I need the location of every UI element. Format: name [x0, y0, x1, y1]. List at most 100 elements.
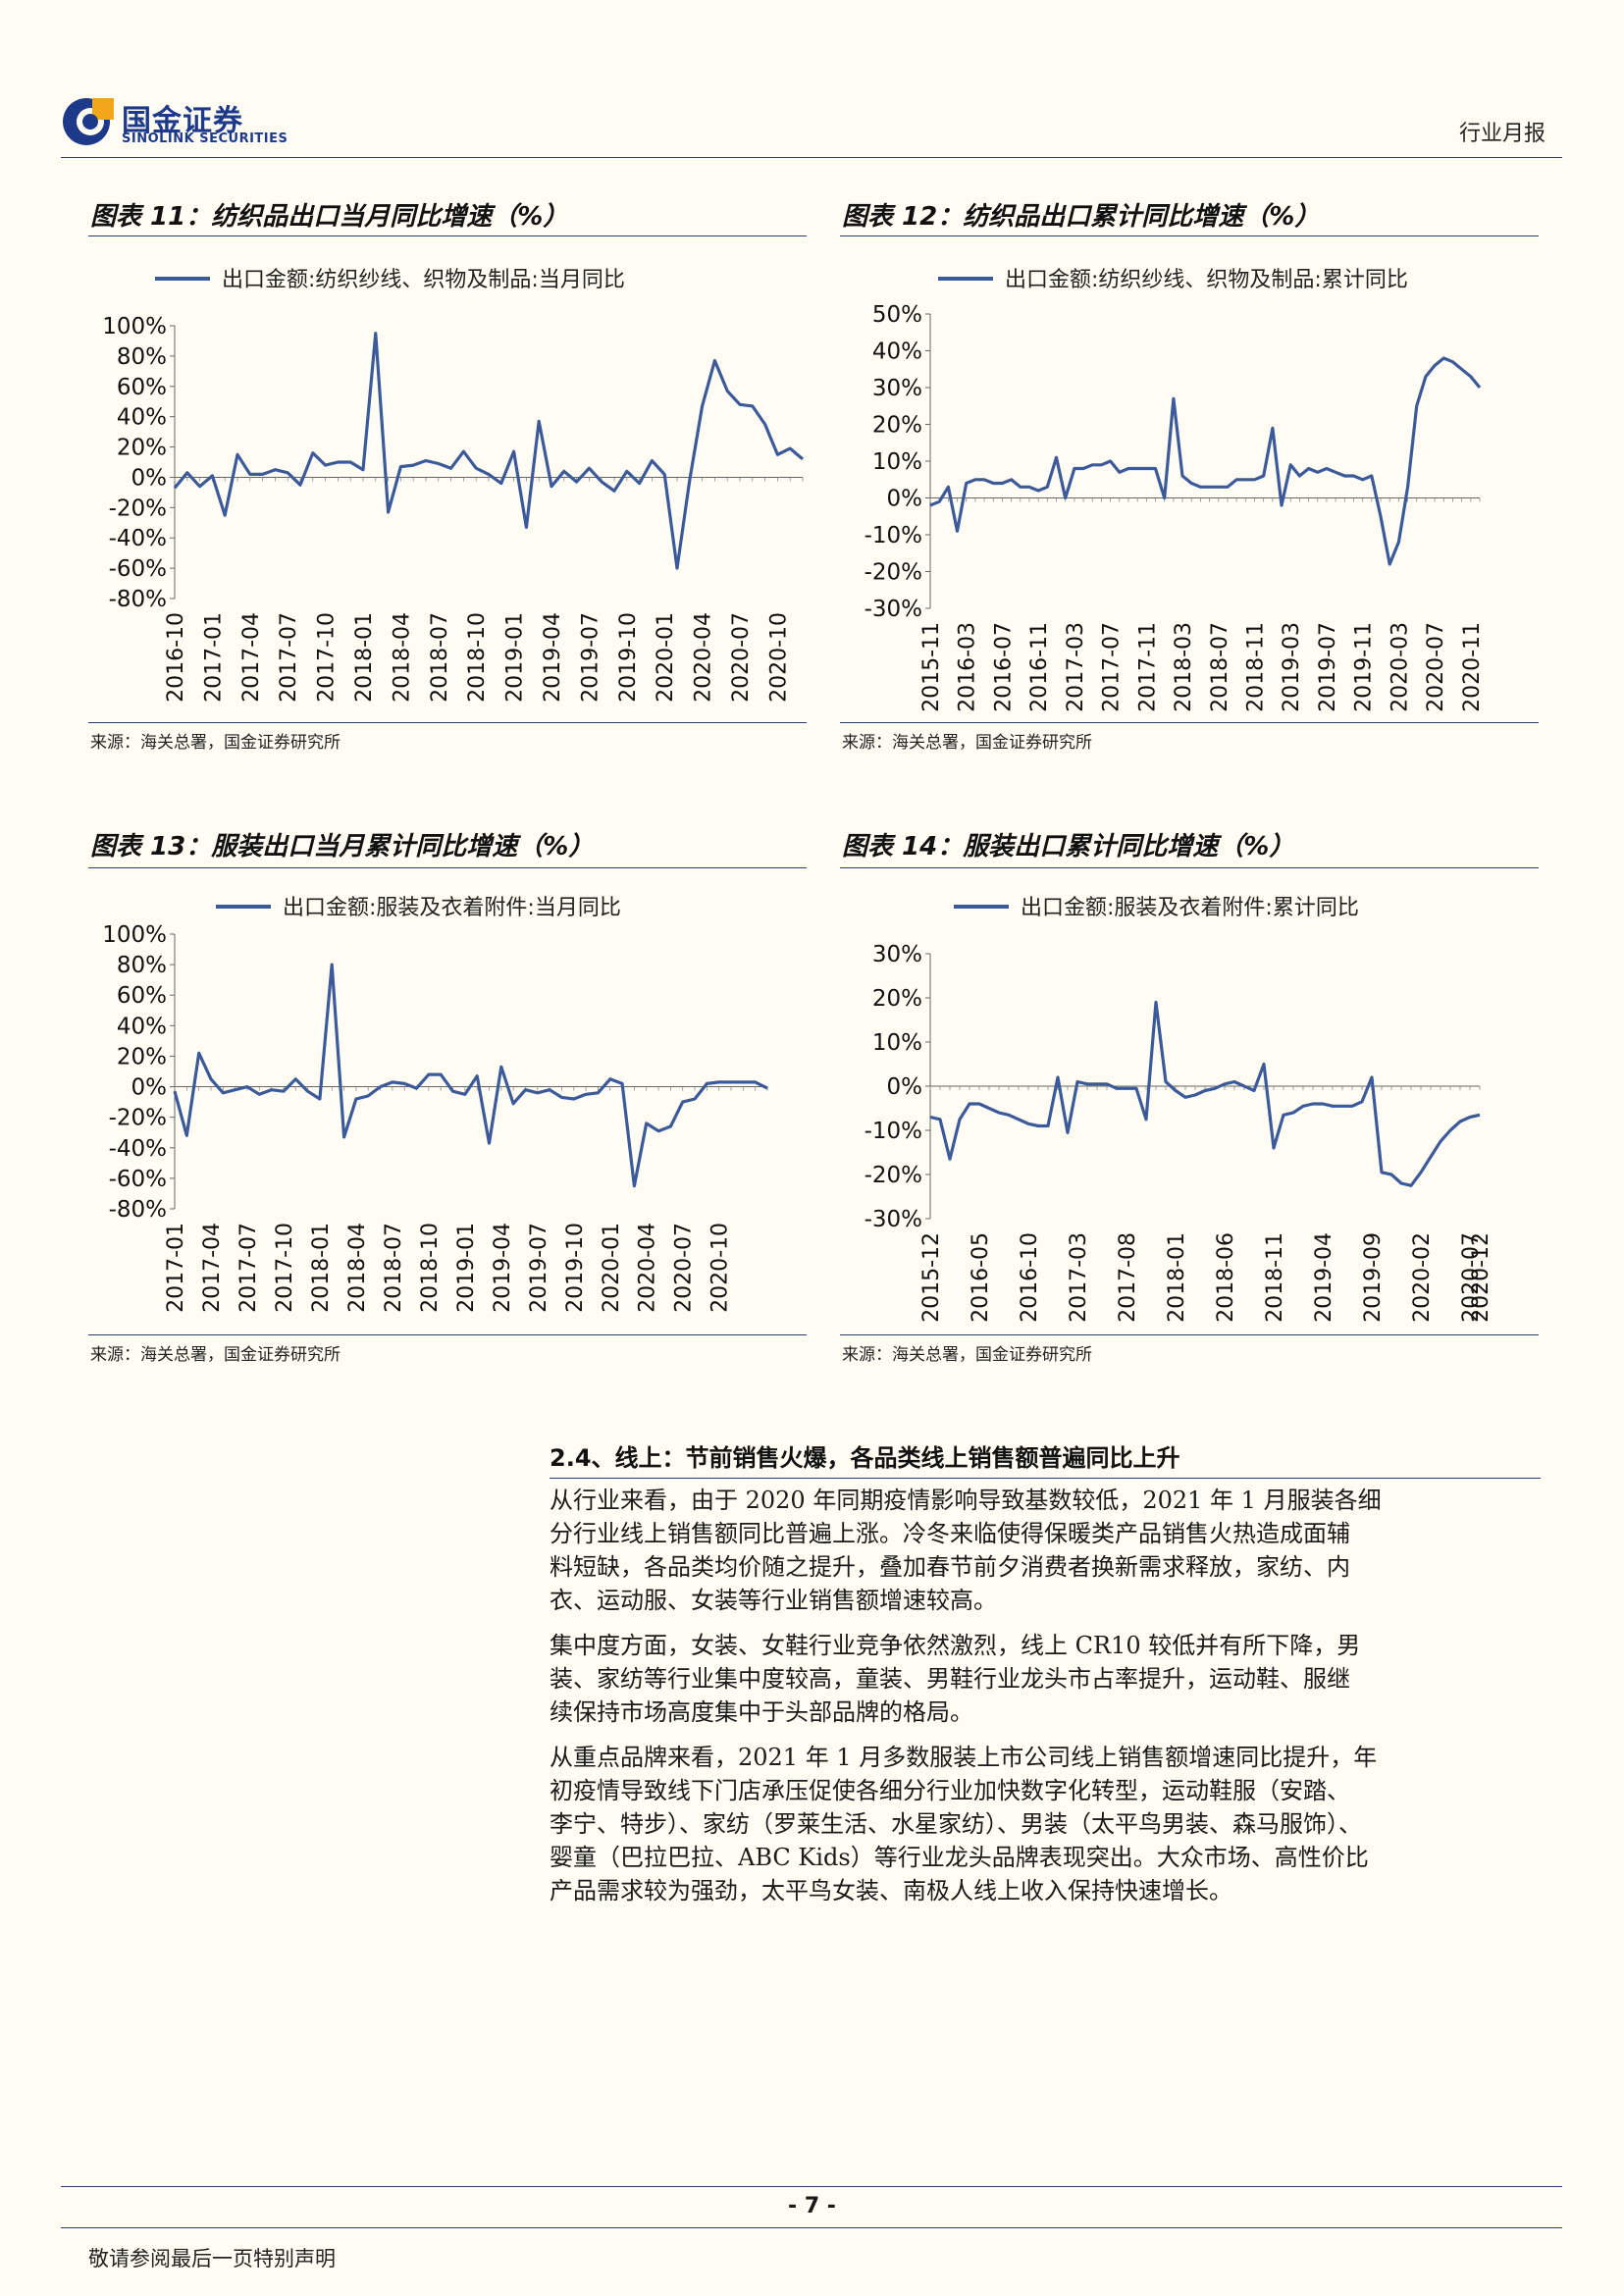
x-tick-label: 2020-02 — [1410, 1232, 1435, 1323]
y-tick-label: 0% — [131, 1075, 168, 1101]
x-tick-label: 2015-12 — [919, 1232, 944, 1323]
paragraph-1: 从行业来看，由于 2020 年同期疫情影响导致基数较低，2021 年 1 月服装… — [550, 1484, 1541, 1617]
x-tick-label: 2018-07 — [382, 1223, 406, 1313]
x-tick-label: 2020-10 — [708, 1223, 733, 1313]
x-tick-label: 2019-04 — [1312, 1232, 1336, 1323]
figure-13-title: 图表 13：服装出口当月累计同比增速（%） — [90, 832, 595, 861]
y-tick-label: 40% — [117, 1014, 167, 1039]
x-tick-label: 2019-07 — [578, 612, 602, 703]
x-tick-label: 2020-07 — [1459, 1232, 1484, 1323]
x-tick-label: 2016-10 — [1018, 1232, 1042, 1323]
y-tick-label: -10% — [864, 523, 922, 548]
y-tick-label: 20% — [872, 986, 922, 1012]
y-tick-label: 40% — [117, 405, 167, 431]
y-tick-label: 0% — [131, 465, 168, 491]
paragraph-line: 装、家纺等行业集中度较高，童装、男鞋行业龙头市占率提升，运动鞋、服继 — [550, 1665, 1350, 1693]
paragraph-line: 料短缺，各品类均价随之提升，叠加春节前夕消费者换新需求释放，家纺、内 — [550, 1553, 1350, 1581]
figure-12-bottom-rule — [840, 722, 1539, 723]
series-line — [173, 963, 768, 1188]
chart-svg: 出口金额:纺织纱线、织物及制品:当月同比 100% 80% 60% 40% 20% 0% -2… — [102, 268, 805, 703]
figure-11-bottom-rule — [88, 722, 807, 723]
x-tick-label: 2017-07 — [1100, 622, 1125, 712]
x-tick-label: 2017-11 — [1135, 622, 1160, 712]
x-tick-label: 2019-01 — [503, 612, 528, 703]
figure-12-title: 图表 12：纺织品出口累计同比增速（%） — [842, 202, 1321, 232]
paragraph-line: 初疫情导致线下门店承压促使各细分行业加快数字化转型，运动鞋服（安踏、 — [550, 1777, 1350, 1804]
y-tick-label: 20% — [872, 413, 922, 439]
footer-disclaimer: 敬请参阅最后一页特别声明 — [88, 2247, 336, 2270]
x-tick-label: 2016-11 — [1027, 622, 1052, 712]
y-tick-label: -40% — [109, 1136, 167, 1162]
logo-text-cn: 国金证券 — [122, 104, 243, 138]
y-tick-label: 60% — [117, 375, 167, 400]
x-tick-label: 2020-11 — [1460, 622, 1485, 712]
x-tick-label: 2018-01 — [309, 1223, 334, 1313]
y-tick-label: -30% — [864, 597, 922, 622]
chart-svg: 出口金额:服装及衣着附件:当月同比 100% 80% 60% 40% 20% 0% -20% -… — [102, 896, 768, 1313]
figure-14-title-rule — [840, 867, 1539, 868]
chart-svg: 出口金额:服装及衣着附件:累计同比 30% 20% 10% 0% -10% -20% -30%… — [864, 896, 1493, 1323]
figure-13-chart: 出口金额:服装及衣着附件:当月同比 100% 80% 60% 40% 20% 0% -20% -… — [88, 875, 814, 1327]
paragraph-line: 婴童（巴拉巴拉、ABC Kids）等行业龙头品牌表现突出。大众市场、高性价比 — [550, 1844, 1369, 1871]
x-tick-label: 2019-09 — [1361, 1232, 1386, 1323]
y-tick-label: 30% — [872, 942, 922, 967]
x-tick-label: 2018-04 — [345, 1223, 370, 1313]
x-tick-label: 2020-07 — [1424, 622, 1448, 712]
y-tick-label: 60% — [117, 983, 167, 1009]
paragraph-line: 分行业线上销售额同比普遍上涨。冷冬来临使得保暖类产品销售火热造成面辅 — [550, 1520, 1350, 1547]
paragraph-line: 从重点品牌来看，2021 年 1 月多数服装上市公司线上销售额增速同比提升，年 — [550, 1744, 1378, 1771]
x-tick-label: 2017-10 — [315, 612, 340, 703]
figure-12-chart: 出口金额:纺织纱线、织物及制品:累计同比 50% 40% 30% 20% 10% 0% -10… — [840, 243, 1539, 714]
figure-14-source: 来源：海关总署，国金证券研究所 — [842, 1345, 1092, 1365]
y-tick-label: -20% — [109, 496, 167, 521]
y-tick-label: 10% — [872, 449, 922, 475]
x-tick-label: 2017-04 — [200, 1223, 225, 1313]
footer-divider-2 — [61, 2227, 1562, 2228]
x-tick-label: 2018-10 — [418, 1223, 443, 1313]
x-tick-label: 2019-04 — [491, 1223, 515, 1313]
x-tick-label: 2017-03 — [1067, 1232, 1091, 1323]
x-tick-label: 2020-04 — [636, 1223, 660, 1313]
series-line — [173, 332, 805, 570]
paragraph-line: 产品需求较为强劲，太平鸟女装、南极人线上收入保持快速增长。 — [550, 1877, 1232, 1905]
chart-svg: 出口金额:纺织纱线、织物及制品:累计同比 50% 40% 30% 20% 10% 0% -10… — [864, 268, 1485, 712]
paragraph-line: 衣、运动服、女装等行业销售额增速较高。 — [550, 1587, 997, 1614]
x-tick-label: 2020-07 — [729, 612, 754, 703]
y-tick-label: -60% — [109, 1167, 167, 1192]
x-tick-label: 2020-10 — [766, 612, 791, 703]
figure-14-bottom-rule — [840, 1334, 1539, 1335]
x-tick-label: 2017-04 — [239, 612, 264, 703]
x-tick-label: 2016-07 — [991, 622, 1016, 712]
x-tick-label: 2017-01 — [201, 612, 226, 703]
y-tick-label: 40% — [872, 339, 922, 365]
y-tick-label: -80% — [109, 1197, 167, 1223]
x-tick-label: 2019-10 — [563, 1223, 588, 1313]
section-heading-rule — [550, 1478, 1541, 1479]
x-tick-label: 2017-07 — [236, 1223, 261, 1313]
x-tick-label: 2019-11 — [1352, 622, 1377, 712]
paragraph-line: 集中度方面，女装、女鞋行业竞争依然激烈，线上 CR10 较低并有所下降，男 — [550, 1632, 1361, 1659]
x-tick-label: 2018-03 — [1172, 622, 1196, 712]
y-tick-label: -20% — [864, 560, 922, 586]
y-tick-label: -20% — [864, 1163, 922, 1188]
x-tick-label: 2016-05 — [969, 1232, 993, 1323]
x-tick-label: 2018-06 — [1214, 1232, 1238, 1323]
page-number: - 7 - — [788, 2194, 836, 2218]
x-tick-label: 2019-01 — [454, 1223, 479, 1313]
footer-divider — [61, 2186, 1562, 2187]
x-tick-label: 2018-11 — [1243, 622, 1268, 712]
paragraph-line: 从行业来看，由于 2020 年同期疫情影响导致基数较低，2021 年 1 月服装… — [550, 1487, 1382, 1514]
x-tick-label: 2020-04 — [692, 612, 716, 703]
x-tick-label: 2020-03 — [1388, 622, 1412, 712]
y-tick-label: -80% — [109, 587, 167, 612]
y-tick-label: -30% — [864, 1207, 922, 1232]
figure-14-chart: 出口金额:服装及衣着附件:累计同比 30% 20% 10% 0% -10% -20% -30%… — [840, 875, 1539, 1327]
x-tick-label: 2020-12 — [1469, 1232, 1493, 1323]
figure-11-source: 来源：海关总署，国金证券研究所 — [90, 733, 341, 753]
figure-13-title-rule — [88, 867, 807, 868]
x-tick-label: 2016-10 — [164, 612, 188, 703]
y-tick-label: 20% — [117, 436, 167, 461]
series-line — [929, 1000, 1481, 1187]
x-tick-label: 2018-07 — [428, 612, 452, 703]
series-line — [929, 356, 1482, 566]
